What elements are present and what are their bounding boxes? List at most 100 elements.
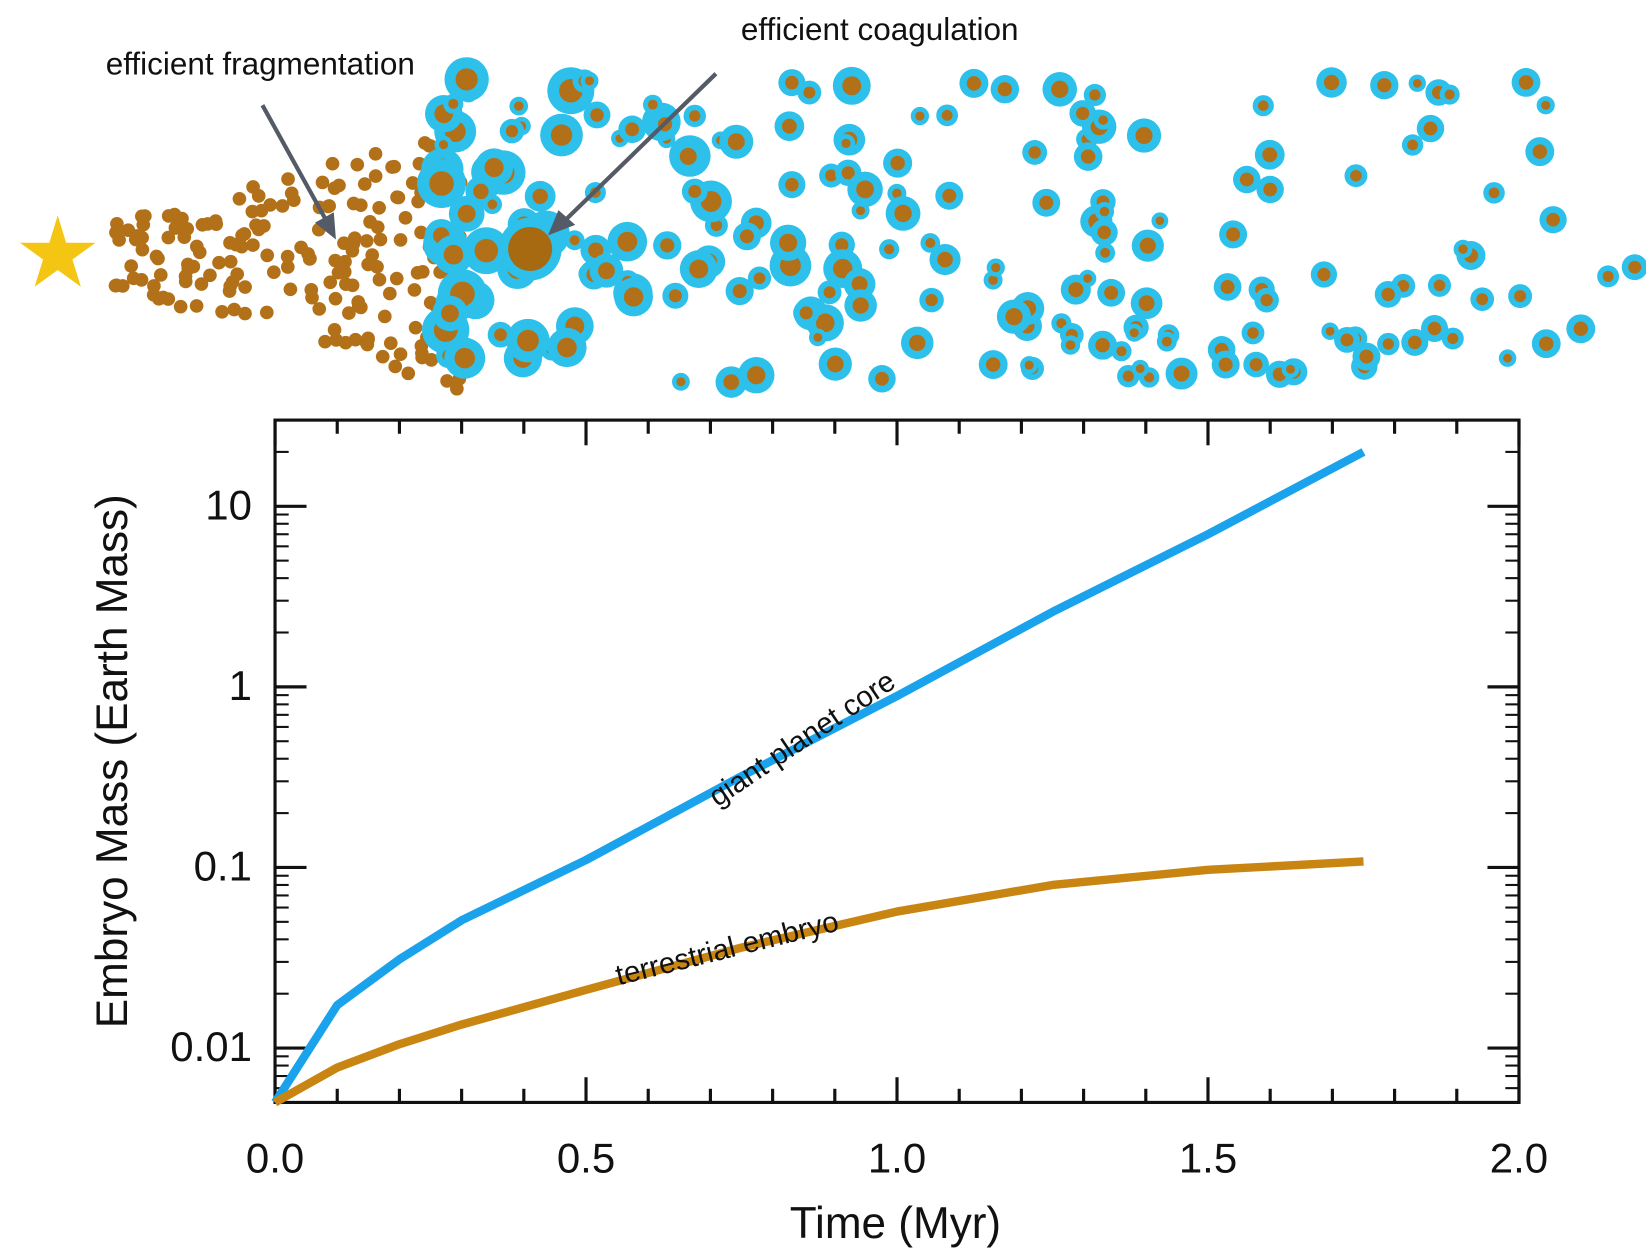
grain-core: [781, 118, 797, 134]
dust-grain: [415, 350, 429, 365]
grain-core: [1628, 260, 1642, 274]
grain-core: [785, 75, 799, 90]
dust-grain: [365, 248, 380, 262]
grain-core: [550, 124, 573, 146]
grain-core: [1218, 357, 1233, 372]
dust-grain: [275, 199, 290, 213]
x-axis-label: Time (Myr): [790, 1199, 1001, 1248]
grain-core: [1039, 195, 1054, 210]
grain-core: [1539, 336, 1554, 351]
dust-grain: [359, 234, 374, 248]
grain-core: [779, 233, 798, 252]
grain-core: [915, 111, 925, 121]
grain-core: [1382, 338, 1394, 350]
grain-core: [727, 133, 745, 151]
dust-grain: [223, 279, 238, 293]
grain-core: [1173, 365, 1190, 382]
grain-core: [1249, 358, 1263, 371]
grain-core: [1220, 280, 1235, 294]
grain-core: [532, 188, 548, 204]
grain-core: [660, 238, 675, 253]
x-tick-label: 2.0: [1490, 1134, 1548, 1181]
dust-grain: [382, 286, 397, 301]
grain-core: [484, 157, 504, 178]
grain-core: [1104, 285, 1119, 300]
grain-core: [815, 313, 835, 333]
grain-core: [557, 337, 577, 358]
y-tick-label: 0.1: [194, 843, 252, 890]
grain-core: [1095, 337, 1110, 353]
grain-core: [710, 219, 723, 232]
grain-core: [1129, 328, 1139, 338]
dust-grain: [212, 255, 226, 270]
grain-core: [647, 99, 658, 110]
grain-core: [1532, 144, 1548, 159]
grain-core: [455, 68, 478, 91]
grain-core: [803, 86, 816, 99]
arrow: [260, 72, 718, 240]
grain-core: [747, 366, 766, 385]
grain-core: [625, 122, 640, 137]
dust-grain: [312, 302, 327, 316]
grain-core: [894, 204, 912, 223]
grain-core: [1433, 279, 1446, 292]
grain-core: [991, 263, 1001, 273]
grain-core: [1573, 321, 1589, 336]
grain-core: [1340, 333, 1354, 347]
grain-core: [1488, 187, 1500, 199]
grain-core: [1155, 216, 1165, 225]
dust-grain: [387, 159, 402, 174]
grain-core: [813, 332, 823, 342]
dust-grain: [370, 220, 385, 234]
grain-core: [966, 76, 982, 91]
dust-grain: [410, 265, 425, 280]
grain-core: [1325, 326, 1335, 336]
grain-core: [1317, 267, 1331, 282]
grain-core: [856, 206, 866, 216]
grain-core: [1122, 370, 1134, 382]
grain-core: [739, 229, 754, 244]
grain-core: [723, 374, 740, 390]
series-label: giant planet core: [703, 664, 902, 813]
grain-core: [688, 185, 702, 198]
grain-core: [1447, 333, 1459, 345]
grain-core: [732, 284, 747, 299]
dust-grain: [408, 320, 423, 335]
grain-core: [429, 171, 454, 196]
dust-grain: [195, 217, 210, 232]
grain-core: [1226, 227, 1241, 242]
grain-core: [1381, 287, 1395, 302]
grain-core: [1260, 294, 1273, 307]
grain-core: [826, 355, 844, 373]
grain-core: [856, 180, 874, 199]
dust-grain: [251, 222, 266, 237]
dust-grain: [401, 366, 416, 381]
grain-core: [1135, 126, 1153, 145]
dust-grain: [350, 157, 365, 172]
grain-core: [997, 82, 1012, 97]
grain-core: [1080, 149, 1096, 164]
grain-core: [1518, 75, 1534, 90]
plot: 0.0 0.5 1.0 1.5 2.0 0.01 0.1 1 10 giant planet co…: [170, 418, 1548, 1181]
grain-core: [1247, 327, 1259, 339]
dust-grain: [388, 359, 403, 374]
grain-core: [842, 76, 862, 96]
grain-core: [1065, 340, 1076, 350]
grain-core: [457, 204, 476, 223]
dust-grain: [229, 237, 243, 252]
dust-grain: [329, 333, 343, 347]
dust-grain: [368, 146, 383, 161]
grain-core: [1144, 372, 1155, 383]
grain-core: [841, 138, 851, 148]
grain-core: [597, 262, 615, 280]
grain-core: [473, 183, 489, 200]
grain-core: [514, 101, 524, 111]
dust-grain: [305, 290, 319, 305]
dust-grain: [360, 337, 375, 352]
grain-core: [1138, 295, 1155, 312]
grain-core: [1099, 206, 1110, 217]
dust-grain: [135, 230, 149, 245]
dust-grain: [169, 211, 183, 225]
dust-grain: [342, 306, 356, 320]
series-line: [272, 857, 1364, 1107]
